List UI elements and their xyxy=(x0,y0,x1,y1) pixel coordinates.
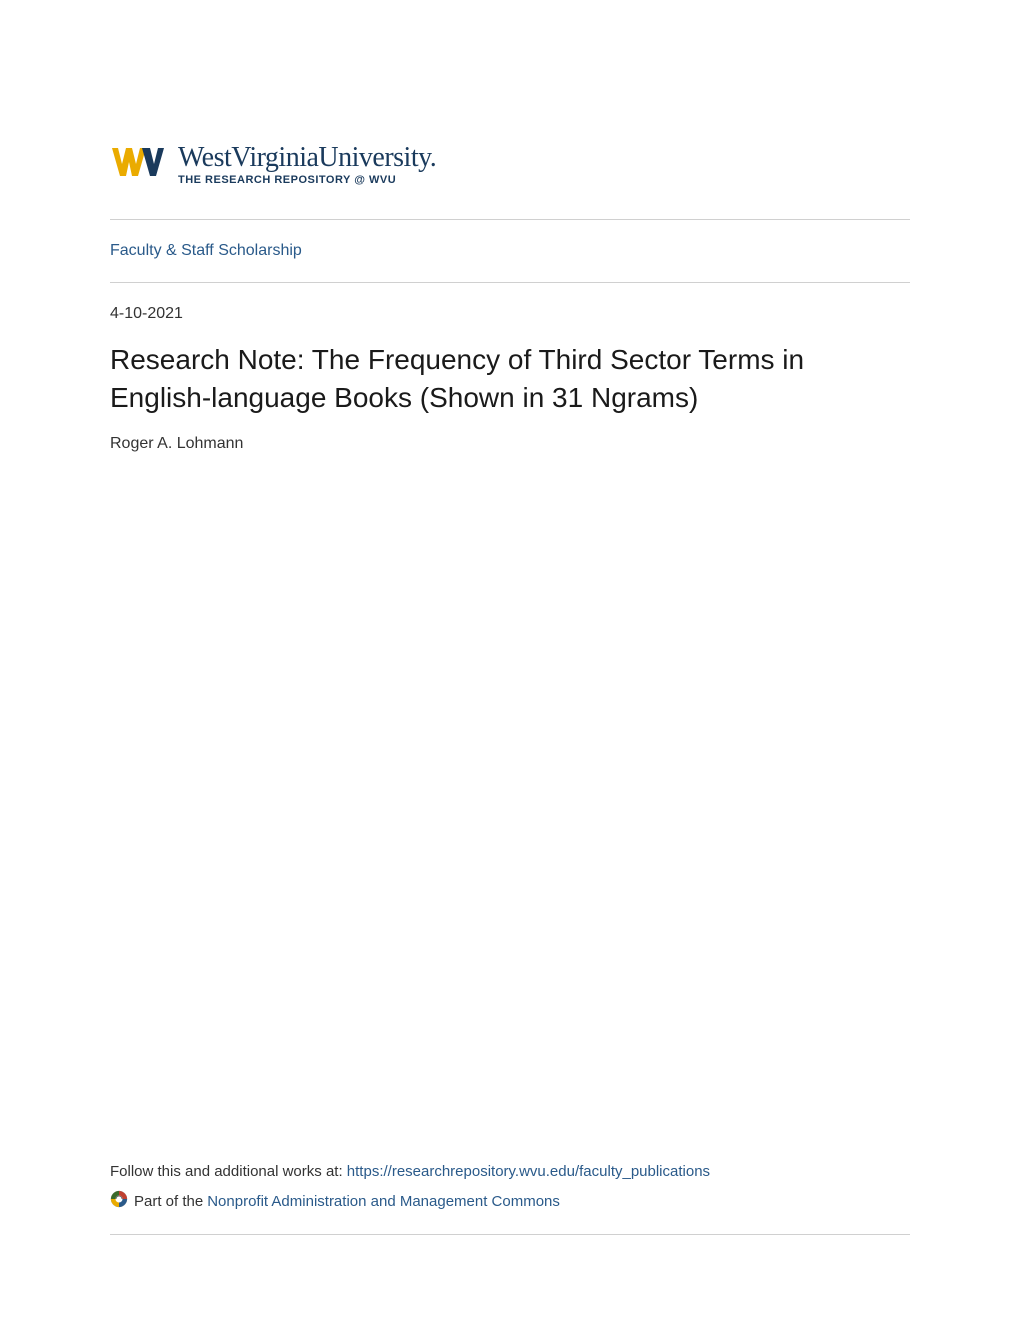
content-spacer xyxy=(110,453,910,1163)
breadcrumb-section: Faculty & Staff Scholarship xyxy=(110,220,910,282)
divider-footer xyxy=(110,1234,910,1235)
logo-main-text: WestVirginiaUniversity. xyxy=(178,144,436,172)
part-of-prefix: Part of the xyxy=(134,1193,203,1210)
publication-date: 4-10-2021 xyxy=(110,283,910,341)
header-logo: WestVirginiaUniversity. THE RESEARCH REP… xyxy=(110,140,910,189)
page-title: Research Note: The Frequency of Third Se… xyxy=(110,341,910,417)
follow-link[interactable]: https://researchrepository.wvu.edu/facul… xyxy=(347,1163,710,1180)
logo-sub-text: THE RESEARCH REPOSITORY @ WVU xyxy=(178,174,436,186)
wv-logo-icon xyxy=(110,140,166,189)
commons-link[interactable]: Nonprofit Administration and Management … xyxy=(207,1193,560,1210)
part-of-line: Part of the Nonprofit Administration and… xyxy=(110,1190,910,1212)
author-name: Roger A. Lohmann xyxy=(110,435,910,453)
follow-prefix: Follow this and additional works at: xyxy=(110,1163,347,1180)
breadcrumb-link[interactable]: Faculty & Staff Scholarship xyxy=(110,242,302,259)
follow-line: Follow this and additional works at: htt… xyxy=(110,1163,910,1180)
page-container: WestVirginiaUniversity. THE RESEARCH REP… xyxy=(0,0,1020,1320)
network-icon xyxy=(110,1190,128,1212)
footer-section: Follow this and additional works at: htt… xyxy=(110,1163,910,1260)
logo-text-block: WestVirginiaUniversity. THE RESEARCH REP… xyxy=(178,140,436,186)
